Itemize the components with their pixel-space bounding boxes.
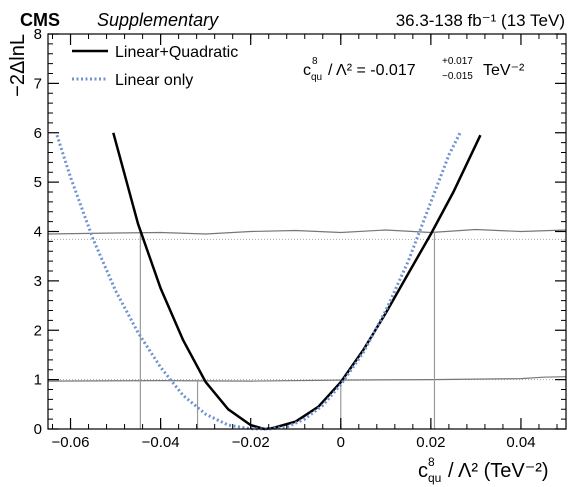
x-axis-title-rest: / Λ² (TeV⁻²) [448,460,549,482]
x-tick-label-3: 0 [337,434,345,451]
x-tick-label-1: −0.04 [142,434,180,451]
y-tick-label-8: 8 [34,26,42,43]
x-tick-label-5: 0.04 [506,434,535,451]
legend-label-linear-only: Linear only [115,72,193,89]
x-axis-title-sup: 8 [428,455,435,469]
luminosity-label: 36.3-138 fb⁻¹ (13 TeV) [396,11,565,30]
y-axis-title: −2ΔlnL [7,34,29,97]
fit-result-unit: TeV⁻² [483,62,525,79]
y-tick-label-3: 3 [34,273,42,290]
legend: Linear+Quadratic Linear only [72,44,238,89]
y-tick-label-5: 5 [34,174,42,191]
x-tick-label-2: −0.02 [232,434,270,451]
fit-result-sup: 8 [312,56,318,67]
series-linear-quadratic [112,132,482,431]
x-tick-label-4: 0.02 [416,434,445,451]
fit-result: c 8 qu / Λ² = -0.017 +0.017 −0.015 TeV⁻² [303,56,525,83]
x-axis-title-sub: qu [428,471,441,485]
fit-result-sub: qu [311,72,322,83]
y-tick-label-0: 0 [34,421,42,438]
supplementary-label: Supplementary [97,10,219,30]
threshold-curve-2 [47,228,567,235]
threshold-curve-1 [47,376,567,382]
fit-result-up: +0.017 [442,56,473,67]
plot-layer: −0.06 −0.04 −0.02 0 0.02 0.04 0 1 2 3 4 5 6 7 8 [34,26,567,451]
y-tick-label-1: 1 [34,372,42,389]
y-tick-label-7: 7 [34,75,42,92]
x-axis-title: c 8 qu / Λ² (TeV⁻²) [418,455,549,485]
y-tick-label-4: 4 [34,224,42,241]
x-axis-title-symbol: c [418,460,428,482]
fit-result-down: −0.015 [442,71,473,82]
y-tick-label-6: 6 [34,125,42,142]
cms-label: CMS [20,10,60,30]
x-tick-label-0: −0.06 [52,434,90,451]
fit-result-symbol: c [303,62,311,79]
fit-result-main: / Λ² = -0.017 [328,62,416,79]
legend-label-linear-quadratic: Linear+Quadratic [115,44,238,61]
y-tick-label-2: 2 [34,322,42,339]
